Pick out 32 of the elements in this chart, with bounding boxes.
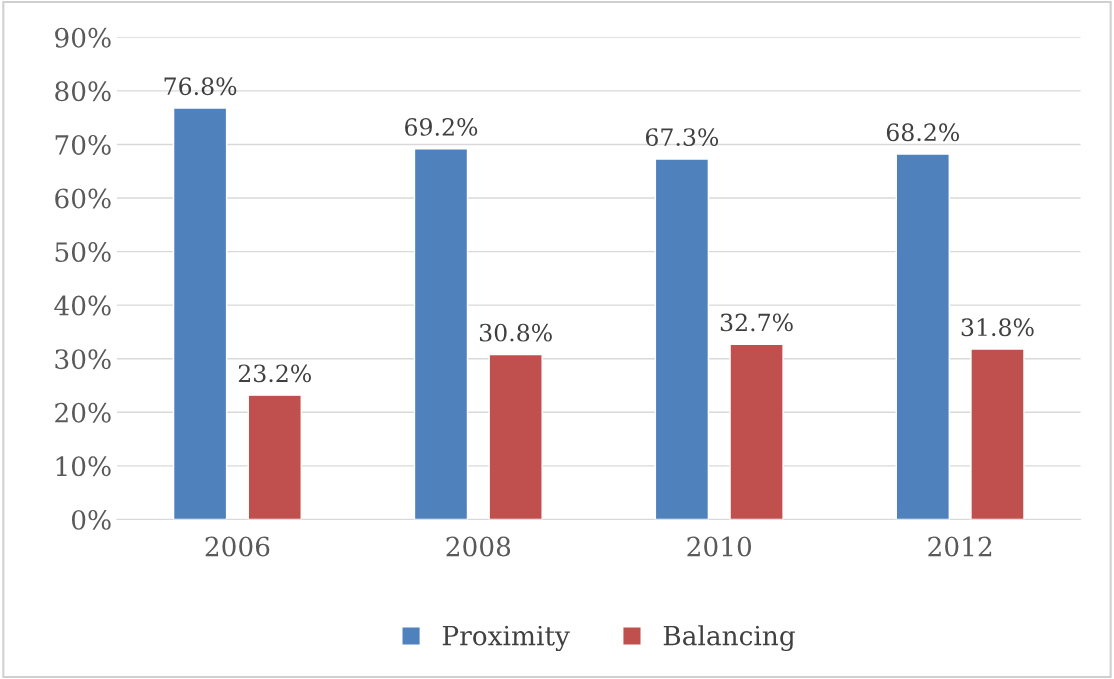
data-label: 76.8% [164, 77, 237, 96]
y-tick-label: 20% [55, 402, 111, 423]
data-label: 68.2% [886, 123, 959, 142]
y-tick-label: 80% [55, 81, 111, 102]
bar [895, 153, 950, 520]
y-tick-label: 30% [55, 349, 111, 370]
bar [413, 148, 469, 520]
legend-label: Proximity [442, 625, 570, 652]
legend-label: Balancing [663, 625, 795, 652]
bar [970, 348, 1025, 520]
data-label: 32.7% [720, 313, 793, 332]
y-tick-label: 70% [55, 134, 111, 155]
bar [654, 158, 710, 520]
y-tick-label: 40% [54, 295, 111, 316]
y-tick-label: 50% [55, 242, 111, 263]
bar [488, 353, 543, 520]
x-tick-label: 2012 [928, 536, 992, 557]
y-tick-label: 0% [71, 509, 111, 530]
data-label: 23.2% [238, 364, 311, 383]
data-label: 67.3% [645, 128, 719, 147]
y-tick-label: 60% [55, 188, 111, 209]
y-tick-label: 90% [55, 27, 111, 48]
x-tick-label: 2006 [205, 536, 270, 557]
y-tick-label: 10% [56, 456, 111, 477]
data-label: 69.2% [405, 117, 478, 136]
data-label: 31.8% [961, 318, 1034, 337]
bar [729, 343, 784, 520]
data-label: 30.8% [479, 323, 552, 342]
bar [247, 394, 302, 520]
x-tick-label: 2010 [687, 536, 752, 557]
bar [172, 107, 228, 520]
x-tick-label: 2008 [446, 536, 511, 557]
